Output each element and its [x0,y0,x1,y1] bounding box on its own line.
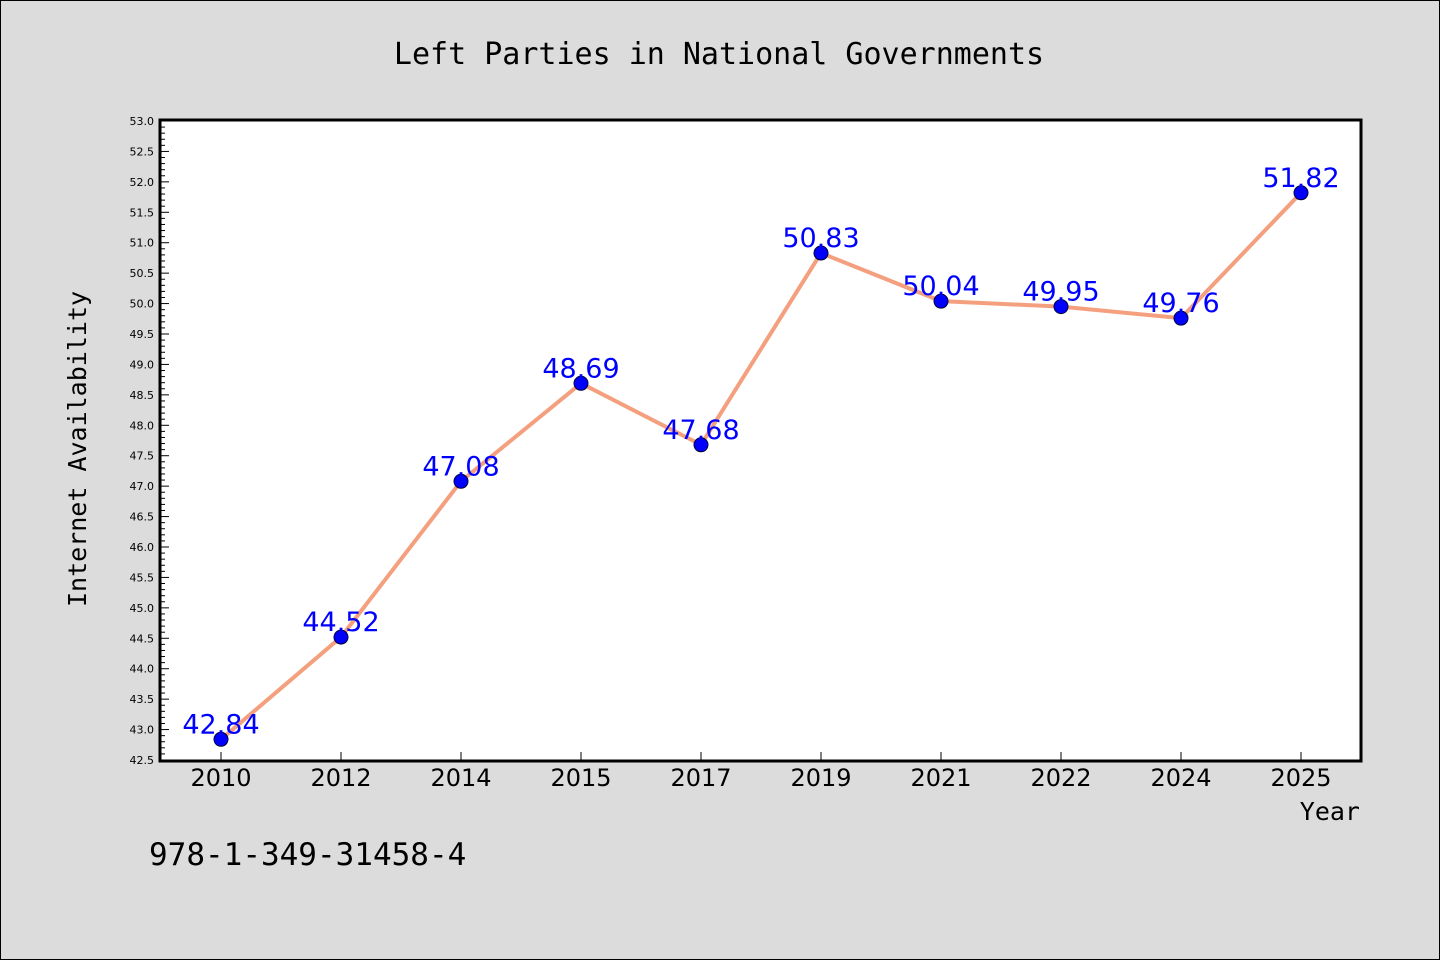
data-label: 51.82 [1262,163,1339,194]
y-tick-label: 45.5 [130,571,155,584]
y-tick-label: 44.0 [130,663,155,676]
series-line [219,191,1303,741]
data-point [1053,299,1069,315]
data-point [933,293,949,309]
x-axis-label: Year [1300,797,1360,826]
x-tick-label: 2024 [1150,764,1211,792]
y-tick-label: 50.0 [130,298,155,311]
x-tick-label: 2025 [1270,764,1331,792]
data-labels: 42.84 44.52 47.08 48.69 47.68 50.83 50.04 49.95… [182,163,1339,740]
y-tick-label: 43.5 [130,693,155,706]
y-tick-label: 52.5 [130,145,155,158]
data-label: 48.69 [542,353,619,384]
data-label: 49.95 [1022,277,1099,308]
y-tick-label: 47.5 [130,450,155,463]
data-point [1293,185,1309,201]
y-axis-ticks: 42.5 43.0 43.5 44.0 44.5 45.0 45.5 46.0 46.5 47.0… [130,115,169,767]
isbn-note: 978-1-349-31458-4 [149,837,466,873]
data-label: 50.83 [782,223,859,254]
x-tick-label: 2014 [430,764,491,792]
y-tick-label: 51.0 [130,237,155,250]
x-tick-label: 2022 [1030,764,1091,792]
data-point [213,731,229,747]
data-label: 47.08 [422,451,499,482]
y-tick-label: 46.0 [130,541,155,554]
y-tick-label: 42.5 [130,754,155,767]
plot-area [158,118,1363,763]
data-point [813,245,829,261]
y-tick-label: 52.0 [130,176,155,189]
x-tick-label: 2015 [550,764,611,792]
data-label: 44.52 [302,607,379,638]
y-tick-label: 46.5 [130,511,155,524]
x-axis-ticks: 2010 2012 2014 2015 2017 2019 2021 2022 2024 2025 [190,752,1332,792]
x-tick-label: 2019 [790,764,851,792]
y-tick-label: 51.5 [130,206,155,219]
x-tick-label: 2010 [190,764,251,792]
y-tick-label: 49.0 [130,358,155,371]
x-tick-label: 2021 [910,764,971,792]
data-point [693,437,709,453]
y-tick-label: 49.5 [130,328,155,341]
data-point [453,473,469,489]
series-markers [213,185,1309,747]
y-tick-label: 48.0 [130,419,155,432]
y-tick-label: 43.0 [130,724,155,737]
chart-title: Left Parties in National Governments [394,37,1044,72]
y-tick-label: 47.0 [130,480,155,493]
data-label: 49.76 [1142,288,1219,319]
x-tick-label: 2017 [670,764,731,792]
data-label: 42.84 [182,709,259,740]
data-label: 50.04 [902,271,979,302]
y-tick-label: 45.0 [130,602,155,615]
y-tick-label: 44.5 [130,632,155,645]
y-tick-label: 48.5 [130,389,155,402]
y-tick-label: 50.5 [130,267,155,280]
data-point [573,375,589,391]
data-point [1173,310,1189,326]
data-point [333,629,349,645]
x-tick-label: 2012 [310,764,371,792]
y-axis-label: Internet Availability [63,291,92,607]
y-tick-label: 53.0 [130,115,155,128]
data-label: 47.68 [662,415,739,446]
